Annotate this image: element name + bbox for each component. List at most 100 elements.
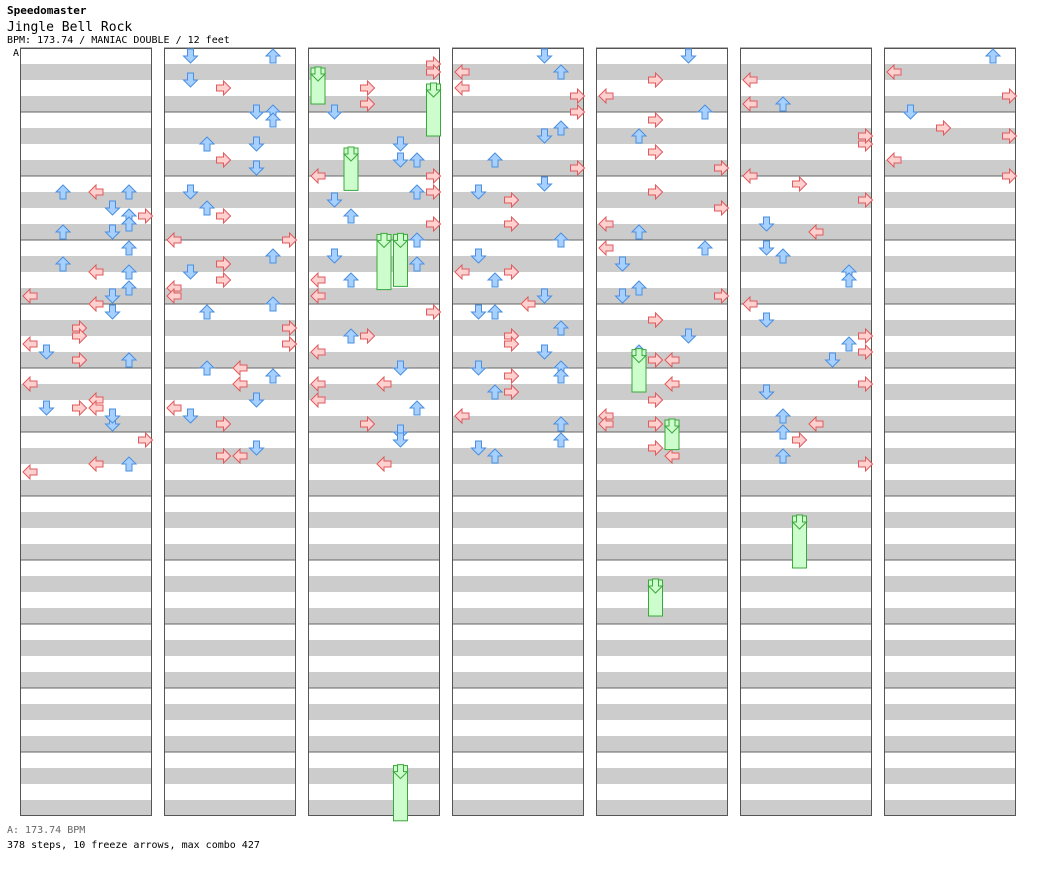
beat-stripe xyxy=(20,608,152,624)
step-arrow-red xyxy=(648,351,664,369)
beat-row xyxy=(452,240,584,256)
step-arrow-red xyxy=(504,335,520,353)
beat-row xyxy=(164,496,296,512)
beat-stripe xyxy=(164,224,296,240)
step-arrow-blue xyxy=(120,240,138,256)
step-arrow-red xyxy=(310,343,326,361)
beat-row xyxy=(20,496,152,512)
step-arrow-red xyxy=(858,127,874,145)
step-arrow-red xyxy=(648,71,664,89)
beat-stripe xyxy=(740,96,872,112)
step-arrow-red xyxy=(426,167,442,185)
step-arrow-blue xyxy=(824,352,841,368)
beat-row xyxy=(596,656,728,672)
step-arrow-red xyxy=(742,167,758,185)
section-marker: A xyxy=(12,48,21,59)
beat-stripe xyxy=(452,448,584,464)
beat-stripe xyxy=(740,352,872,368)
step-arrow-red xyxy=(138,431,154,449)
beat-row xyxy=(884,304,1016,320)
beat-stripe xyxy=(308,320,440,336)
step-arrow-red xyxy=(22,335,38,353)
step-arrow-red xyxy=(138,207,154,225)
step-arrow-blue xyxy=(630,128,648,144)
step-arrow-blue xyxy=(408,232,426,248)
beat-stripe xyxy=(884,640,1016,656)
step-arrow-blue xyxy=(120,264,138,280)
step-arrow-red xyxy=(504,215,520,233)
beat-row xyxy=(740,208,872,224)
step-arrow-red xyxy=(216,415,232,433)
beat-row xyxy=(308,592,440,608)
step-arrow-blue xyxy=(198,304,216,320)
beat-stripe xyxy=(452,64,584,80)
step-arrow-red xyxy=(360,327,376,345)
beat-row xyxy=(740,112,872,128)
beat-row xyxy=(452,144,584,160)
step-arrow-blue xyxy=(408,152,426,168)
step-arrow-blue xyxy=(392,136,409,152)
beat-stripe xyxy=(308,544,440,560)
beat-stripe xyxy=(884,576,1016,592)
beat-stripe xyxy=(740,256,872,272)
step-arrow-red xyxy=(504,367,520,385)
beat-stripe xyxy=(20,672,152,688)
beat-row xyxy=(884,432,1016,448)
beat-row xyxy=(884,208,1016,224)
step-arrow-red xyxy=(376,455,392,473)
step-arrow-red xyxy=(598,215,614,233)
beat-row xyxy=(452,720,584,736)
freeze-arrow-head xyxy=(425,82,442,98)
beat-row xyxy=(596,48,728,64)
step-arrow-red xyxy=(1002,127,1018,145)
step-arrow-blue xyxy=(182,408,199,424)
step-arrow-blue xyxy=(264,368,282,384)
beat-stripe xyxy=(452,512,584,528)
beat-row xyxy=(308,144,440,160)
beat-row xyxy=(308,528,440,544)
beat-stripe xyxy=(452,128,584,144)
step-arrow-red xyxy=(742,295,758,313)
step-arrow-red xyxy=(808,415,824,433)
beat-stripe xyxy=(596,64,728,80)
beat-stripe xyxy=(452,544,584,560)
step-arrow-red xyxy=(454,263,470,281)
step-arrow-blue xyxy=(326,192,343,208)
step-arrow-blue xyxy=(774,248,792,264)
beat-row xyxy=(452,784,584,800)
beat-row xyxy=(740,592,872,608)
step-arrow-blue xyxy=(470,304,487,320)
beat-row xyxy=(740,688,872,704)
beat-stripe xyxy=(740,608,872,624)
beat-row xyxy=(596,368,728,384)
beat-stripe xyxy=(20,448,152,464)
step-arrow-red xyxy=(22,287,38,305)
beat-stripe xyxy=(308,768,440,784)
step-arrow-red xyxy=(22,463,38,481)
beat-row xyxy=(596,752,728,768)
beat-row xyxy=(884,144,1016,160)
step-arrow-blue xyxy=(120,280,138,296)
step-arrow-red xyxy=(886,151,902,169)
beat-stripe xyxy=(452,224,584,240)
step-arrow-blue xyxy=(182,48,199,64)
beat-row xyxy=(20,432,152,448)
beat-stripe xyxy=(884,448,1016,464)
step-arrow-blue xyxy=(104,288,121,304)
beat-row xyxy=(884,368,1016,384)
beat-stripe xyxy=(20,256,152,272)
beat-row xyxy=(596,528,728,544)
step-arrow-red xyxy=(216,151,232,169)
beat-row xyxy=(20,304,152,320)
beat-stripe xyxy=(164,352,296,368)
beat-row xyxy=(164,464,296,480)
beat-row xyxy=(20,272,152,288)
step-arrow-blue xyxy=(470,440,487,456)
chart-column xyxy=(452,47,584,816)
step-arrow-red xyxy=(598,87,614,105)
step-arrow-blue xyxy=(758,384,775,400)
beat-stripe xyxy=(452,768,584,784)
beat-stripe xyxy=(20,640,152,656)
step-arrow-red xyxy=(166,231,182,249)
beat-stripe xyxy=(884,480,1016,496)
